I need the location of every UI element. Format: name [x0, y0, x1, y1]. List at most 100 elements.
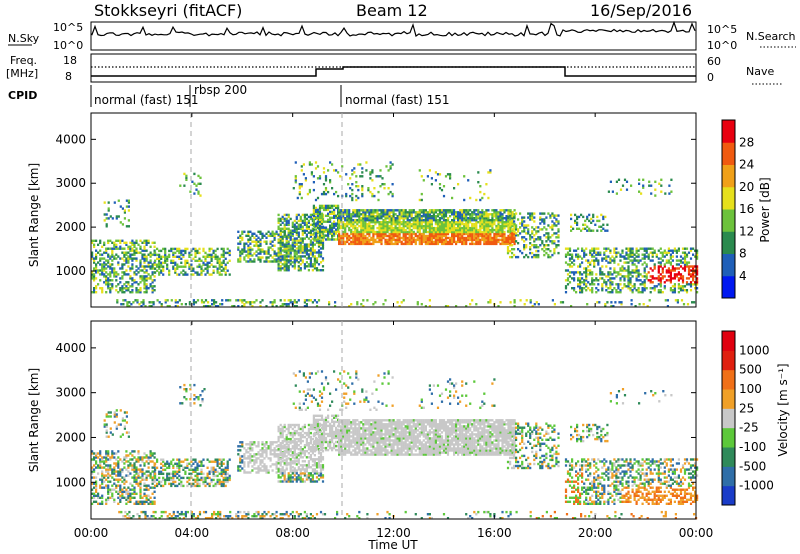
scatter-cell	[483, 215, 486, 218]
scatter-cell	[281, 239, 284, 242]
scatter-cell	[444, 211, 448, 214]
scatter-cell	[218, 267, 221, 270]
scatter-cell	[267, 248, 270, 251]
scatter-cell	[123, 411, 126, 414]
scatter-cell	[424, 211, 427, 214]
scatter-cell	[324, 226, 328, 229]
scatter-cell	[643, 267, 646, 270]
scatter-cell	[430, 222, 433, 226]
scatter-cell	[194, 249, 197, 253]
scatter-cell	[126, 305, 129, 308]
scatter-cell	[307, 269, 310, 272]
scatter-cell	[352, 242, 355, 246]
scatter-cell	[289, 249, 292, 252]
scatter-cell	[453, 236, 456, 240]
scatter-cell	[117, 492, 120, 495]
scatter-cell	[164, 261, 167, 264]
scatter-cell	[436, 236, 440, 240]
scatter-cell	[109, 466, 112, 469]
scatter-cell	[659, 265, 662, 268]
scatter-cell	[131, 492, 134, 495]
scatter-cell	[105, 279, 108, 282]
scatter-cell	[145, 474, 148, 477]
scatter-cell	[331, 232, 334, 235]
scatter-cell	[585, 267, 588, 270]
scatter-cell	[174, 261, 177, 264]
scatter-cell	[459, 230, 462, 234]
scatter-cell	[410, 222, 413, 226]
scatter-cell	[555, 232, 558, 235]
scatter-cell	[390, 209, 393, 212]
scatter-cell	[461, 222, 464, 226]
scatter-cell	[475, 232, 478, 236]
scatter-cell	[369, 173, 372, 176]
scatter-cell	[416, 215, 419, 218]
scatter-cell	[553, 303, 556, 306]
scatter-cell	[424, 242, 427, 246]
scatter-cell	[156, 466, 159, 469]
scatter-cell	[497, 226, 500, 230]
scatter-cell	[463, 240, 466, 244]
scatter-cell	[481, 219, 484, 222]
scatter-cell	[629, 277, 632, 280]
scatter-cell	[380, 215, 383, 218]
scatter-cell	[428, 213, 431, 216]
scatter-cell	[133, 478, 136, 481]
scatter-cell	[384, 213, 387, 216]
scatter-cell	[198, 247, 201, 251]
scatter-cell	[121, 490, 124, 493]
scatter-cell	[696, 253, 699, 256]
scatter-cell	[131, 466, 134, 469]
scatter-cell	[149, 283, 152, 286]
scatter-cell	[119, 435, 122, 438]
scatter-cell	[198, 259, 201, 262]
scatter-cell	[299, 217, 302, 221]
scatter-cell	[164, 462, 167, 465]
scatter-cell	[568, 253, 572, 256]
scatter-cell	[277, 219, 280, 223]
scatter-cell	[107, 466, 110, 469]
scatter-cell	[271, 301, 274, 304]
scatter-cell	[271, 305, 274, 308]
scatter-cell	[579, 273, 582, 276]
scatter-cell	[659, 277, 662, 280]
scatter-cell	[444, 228, 448, 232]
scatter-cell	[160, 303, 163, 306]
scatter-cell	[309, 229, 312, 232]
scatter-cell	[595, 253, 598, 256]
scatter-cell	[402, 232, 405, 236]
scatter-cell	[420, 234, 423, 238]
scatter-cell	[461, 215, 464, 218]
scatter-cell	[396, 209, 399, 212]
scatter-cell	[149, 285, 152, 288]
scatter-cell	[168, 466, 171, 469]
scatter-cell	[579, 279, 582, 282]
scatter-cell	[97, 271, 100, 274]
scatter-cell	[601, 265, 604, 268]
scatter-cell	[635, 271, 638, 274]
scatter-cell	[583, 249, 586, 252]
scatter-cell	[141, 468, 144, 471]
scatter-cell	[196, 462, 199, 465]
scatter-cell	[420, 236, 423, 240]
scatter-cell	[459, 228, 462, 232]
scatter-cell	[485, 242, 488, 246]
power-cbar-label: Power [dB]	[758, 177, 772, 242]
scatter-cell	[378, 230, 381, 234]
scatter-cell	[489, 238, 492, 242]
scatter-cell	[133, 456, 136, 459]
scatter-cell	[188, 482, 191, 486]
scatter-cell	[145, 265, 148, 268]
scatter-cell	[657, 289, 660, 292]
scatter-cell	[583, 267, 586, 270]
scatter-cell	[467, 211, 470, 214]
scatter-cell	[428, 238, 431, 242]
scatter-cell	[154, 253, 157, 257]
scatter-cell	[643, 257, 646, 260]
scatter-cell	[573, 259, 576, 262]
scatter-cell	[392, 238, 395, 242]
nsearch-tick-bottom: 10^0	[707, 39, 737, 52]
scatter-cell	[386, 209, 389, 212]
scatter-cell	[117, 291, 120, 294]
scatter-cell	[573, 289, 576, 292]
